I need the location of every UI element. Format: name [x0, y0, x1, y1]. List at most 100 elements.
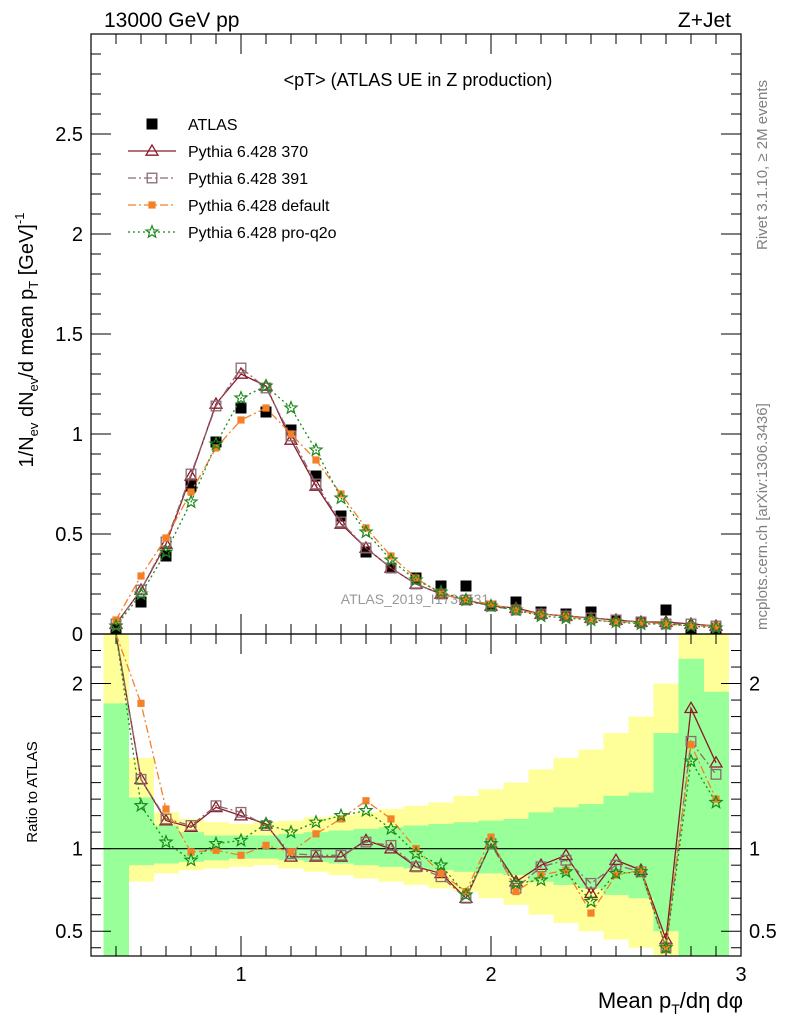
- ratio-point-proq2o: [658, 939, 674, 955]
- ratio-point-proq2o: [458, 886, 474, 902]
- ratio-point-proq2o: [258, 815, 274, 831]
- ratio-point-default: [162, 805, 170, 813]
- plot-title: <pT> (ATLAS UE in Z production): [284, 70, 553, 90]
- ratio-point-proq2o: [183, 852, 199, 867]
- main-point-default: [712, 622, 720, 630]
- ratio-point-default: [437, 869, 445, 878]
- ratio-point-proq2o: [483, 835, 499, 851]
- ratio-point-proq2o: [683, 753, 699, 768]
- band-inner-bin: [703, 691, 729, 956]
- ratio-point-default: [512, 888, 520, 896]
- main-point-default: [612, 618, 620, 626]
- main-point-p370: [308, 478, 324, 491]
- ratio-point-p370: [308, 849, 324, 862]
- main-point-default: [662, 620, 670, 628]
- ratio-point-p370: [358, 833, 374, 846]
- ratio-point-p370: [558, 847, 574, 861]
- mcplots-label: mcplots.cern.ch [arXiv:1306.3436]: [754, 403, 771, 630]
- ratio-point-p370: [183, 819, 199, 833]
- main-point-p391: [310, 478, 322, 490]
- main-point-proq2o: [658, 616, 674, 631]
- ratio-point-proq2o: [633, 863, 649, 879]
- ratio-point-p391: [160, 813, 172, 825]
- ratio-point-proq2o: [333, 807, 349, 823]
- ratio-point-p391: [135, 773, 147, 785]
- legend-marker-atlas: [146, 118, 158, 130]
- ratio-point-p391: [210, 800, 222, 812]
- main-point-proq2o: [183, 494, 199, 509]
- main-point-proq2o: [708, 620, 724, 634]
- ratio-xtick-label: 2: [485, 964, 496, 986]
- main-point-proq2o: [583, 612, 599, 627]
- main-point-proq2o: [358, 524, 374, 539]
- main-point-p370: [333, 516, 349, 529]
- ratio-point-default: [462, 888, 470, 896]
- ratio-point-proq2o: [558, 863, 574, 879]
- ratio-point-p370: [208, 800, 224, 813]
- ratio-xlabel: Mean pT/dη dφ: [598, 988, 743, 1017]
- main-point-default: [537, 610, 545, 618]
- main-point-proq2o: [383, 552, 399, 567]
- band-inner-bin: [653, 733, 679, 932]
- main-point-p370: [283, 432, 299, 445]
- ratio-point-p370: [333, 849, 349, 862]
- legend-label-p391: Pythia 6.428 391: [188, 171, 308, 188]
- rivet-label: Rivet 3.1.10, ≥ 2M events: [754, 80, 771, 250]
- main-point-p370: [158, 536, 174, 549]
- ratio-point-proq2o: [433, 857, 449, 872]
- ratio-point-p370: [533, 857, 549, 871]
- ratio-point-p391: [335, 849, 347, 861]
- main-point-proq2o: [533, 608, 549, 623]
- ratio-point-default: [187, 848, 195, 856]
- atlas-point: [185, 480, 197, 492]
- main-point-proq2o: [683, 618, 699, 633]
- legend-marker-p370: [144, 143, 160, 156]
- ratio-point-proq2o: [583, 893, 599, 908]
- ratio-point-proq2o: [233, 832, 249, 847]
- ratio-ytick-label-left: 2: [72, 674, 83, 696]
- ratio-point-p391: [260, 820, 272, 831]
- ratio-point-proq2o: [308, 814, 324, 829]
- main-point-proq2o: [108, 618, 124, 633]
- ratio-ytick-label-left: 1: [72, 839, 83, 861]
- ratio-point-default: [687, 741, 695, 749]
- ratio-point-default: [387, 815, 395, 823]
- atlas-point: [460, 580, 472, 592]
- main-point-default: [212, 444, 220, 452]
- header-left: 13000 GeV pp: [104, 9, 239, 32]
- main-point-default: [562, 612, 570, 620]
- legend-marker-p391: [146, 172, 158, 184]
- ratio-point-default: [237, 851, 245, 859]
- ratio-point-p391: [385, 839, 397, 851]
- main-point-proq2o: [283, 400, 299, 415]
- main-point-proq2o: [333, 490, 349, 505]
- header-right: Z+Jet: [678, 9, 731, 32]
- band-inner-bin: [578, 804, 604, 889]
- main-point-p391: [185, 468, 197, 480]
- main-ytick-label: 0.5: [55, 524, 83, 546]
- legend: ATLAS Pythia 6.428 370 Pythia 6.428 391 Pyt…: [128, 117, 337, 242]
- ratio-point-p391: [410, 861, 422, 873]
- main-point-default: [187, 488, 195, 496]
- ratio-point-proq2o: [383, 820, 399, 836]
- main-point-default: [587, 616, 595, 624]
- ratio-xtick-label: 3: [735, 964, 746, 986]
- band-inner-bin: [628, 792, 654, 899]
- ratio-point-default: [262, 841, 270, 849]
- legend-marker-proq2o: [144, 224, 160, 239]
- band-inner-bin: [603, 795, 629, 895]
- ratio-point-default: [587, 909, 595, 917]
- band-inner-bin: [128, 797, 154, 866]
- main-ytick-label: 1: [72, 424, 83, 446]
- main-point-proq2o: [508, 602, 524, 617]
- ratio-point-default: [712, 795, 720, 803]
- ratio-point-p370: [683, 701, 699, 714]
- main-point-p391: [135, 584, 147, 596]
- atlas-point: [660, 604, 672, 616]
- ratio-point-p391: [310, 849, 322, 861]
- ratio-point-p391: [235, 806, 247, 818]
- main-point-default: [487, 600, 495, 608]
- ratio-point-default: [637, 866, 645, 874]
- ratio-point-p391: [585, 877, 597, 889]
- main-point-proq2o: [158, 544, 174, 559]
